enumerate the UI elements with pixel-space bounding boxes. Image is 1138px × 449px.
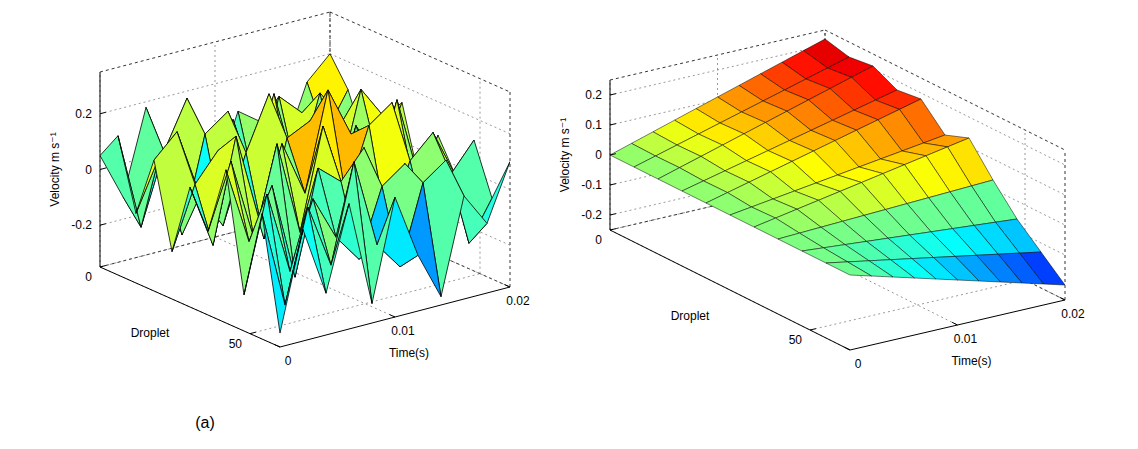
tick-label: 0 xyxy=(85,163,92,177)
grid xyxy=(100,12,510,347)
tick-label: 0.2 xyxy=(75,107,92,121)
tick xyxy=(505,285,510,287)
figure: -0.2 0 0.2 0 0.01 0.02 0 50 Time(s) Droplet Veloci… xyxy=(0,0,1138,449)
surface-cell xyxy=(100,136,141,228)
surface xyxy=(610,39,1065,285)
tick xyxy=(845,347,850,350)
tick xyxy=(100,112,106,114)
tick xyxy=(610,229,616,230)
tick-label: 0.01 xyxy=(954,332,978,346)
tick-label: -0.1 xyxy=(581,178,602,192)
tick xyxy=(610,124,616,125)
surface-cell xyxy=(826,262,872,276)
axes xyxy=(610,80,1065,350)
surface-cell xyxy=(226,170,267,295)
tick xyxy=(100,168,106,170)
tick-label: 0.02 xyxy=(506,294,530,308)
grid-line xyxy=(100,267,280,347)
tick-label: 0 xyxy=(595,148,602,162)
axes xyxy=(100,72,510,347)
grid-line xyxy=(825,75,1065,195)
tick xyxy=(610,94,616,95)
axes-box xyxy=(610,30,1065,300)
tick-label: -0.2 xyxy=(71,218,92,232)
tick xyxy=(100,265,106,267)
surface-cell xyxy=(262,214,303,333)
axis-title: Velocity m s⁻¹ xyxy=(48,132,62,206)
axis-title: Droplet xyxy=(131,326,170,340)
tick xyxy=(100,224,106,226)
tick-label: 0.1 xyxy=(585,118,602,132)
axis-title: Droplet xyxy=(671,309,710,323)
tick xyxy=(390,315,395,317)
tick-label: 50 xyxy=(789,333,803,347)
tick xyxy=(250,332,256,334)
tick-label: 0.01 xyxy=(391,324,415,338)
axis-line xyxy=(610,230,850,350)
grid-line xyxy=(100,54,330,114)
tick-label: 0.02 xyxy=(1061,307,1085,321)
axis-title: Velocity m s⁻¹ xyxy=(558,118,572,192)
tick-label: 0 xyxy=(595,233,602,247)
grid-line xyxy=(610,230,850,350)
tick xyxy=(1060,297,1065,300)
tick xyxy=(952,322,957,325)
panel: -0.2 0 0.2 0 0.01 0.02 0 50 Time(s) Droplet Veloci… xyxy=(48,12,530,368)
caption: (a) xyxy=(195,414,215,431)
tick-label: 0 xyxy=(285,354,292,368)
surface-cell xyxy=(285,207,326,305)
tick xyxy=(610,184,616,185)
surface-cell xyxy=(802,248,848,263)
surface-cell xyxy=(118,136,159,228)
tick-label: 0.2 xyxy=(585,88,602,102)
tick-label: 50 xyxy=(229,337,243,351)
surface xyxy=(100,54,510,333)
box-edge xyxy=(330,12,510,92)
axis-title: Time(s) xyxy=(389,346,429,360)
tick xyxy=(275,345,280,347)
axis-title: Time(s) xyxy=(951,354,991,368)
axis-line xyxy=(100,267,280,347)
tick-label: -0.2 xyxy=(581,208,602,222)
surface-cell xyxy=(778,233,824,251)
surface-cell xyxy=(331,162,372,304)
grid-line xyxy=(810,280,1025,330)
axis-line xyxy=(280,287,510,347)
tick xyxy=(610,154,616,155)
panel: -0.2 -0.1 0 0.1 0.2 0 0.01 0.02 0 50 Time(s) Drople… xyxy=(558,30,1085,371)
labels: -0.2 -0.1 0 0.1 0.2 0 0.01 0.02 0 50 Time(s) Drople… xyxy=(558,88,1085,371)
labels: -0.2 0 0.2 0 0.01 0.02 0 50 Time(s) Droplet Veloci… xyxy=(48,107,530,368)
tick-label: 0 xyxy=(855,357,862,371)
grid xyxy=(610,30,1065,350)
tick xyxy=(610,214,616,215)
axis-line xyxy=(850,300,1065,350)
tick-label: 0 xyxy=(85,270,92,284)
tick xyxy=(810,329,816,330)
